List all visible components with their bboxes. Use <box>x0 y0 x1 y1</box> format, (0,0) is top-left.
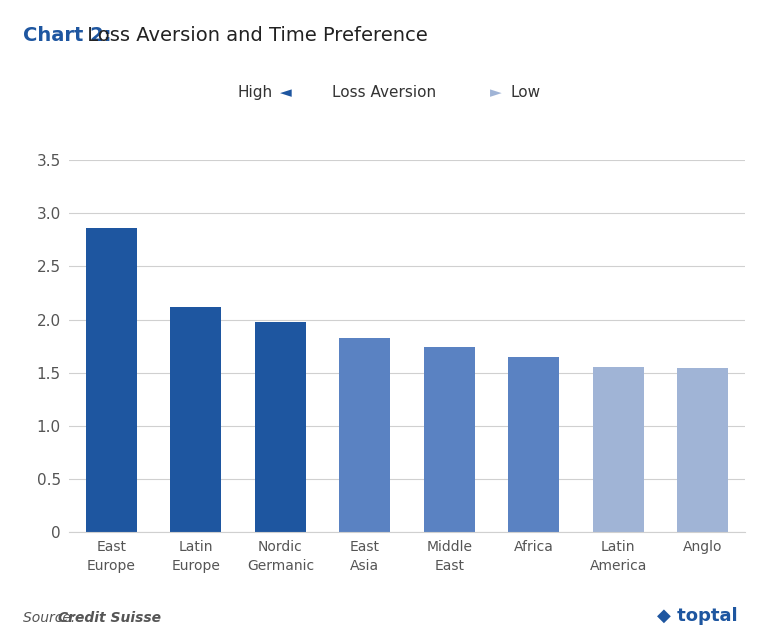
Text: Low: Low <box>511 85 541 101</box>
Text: Chart 2:: Chart 2: <box>23 26 111 45</box>
Bar <box>424 347 475 532</box>
Text: Source:: Source: <box>23 611 80 625</box>
Text: ►: ► <box>490 85 502 101</box>
Text: Loss Aversion: Loss Aversion <box>332 85 436 101</box>
Bar <box>339 338 390 532</box>
Bar <box>255 322 306 532</box>
Text: ◆ toptal: ◆ toptal <box>657 607 737 625</box>
Bar <box>86 228 137 532</box>
Text: Credit Suisse: Credit Suisse <box>58 611 161 625</box>
Text: ◄: ◄ <box>280 85 292 101</box>
Text: Loss Aversion and Time Preference: Loss Aversion and Time Preference <box>81 26 427 45</box>
Text: High: High <box>237 85 273 101</box>
Bar <box>677 369 728 532</box>
Bar <box>593 367 644 532</box>
Bar <box>170 307 221 532</box>
Bar <box>508 357 559 532</box>
